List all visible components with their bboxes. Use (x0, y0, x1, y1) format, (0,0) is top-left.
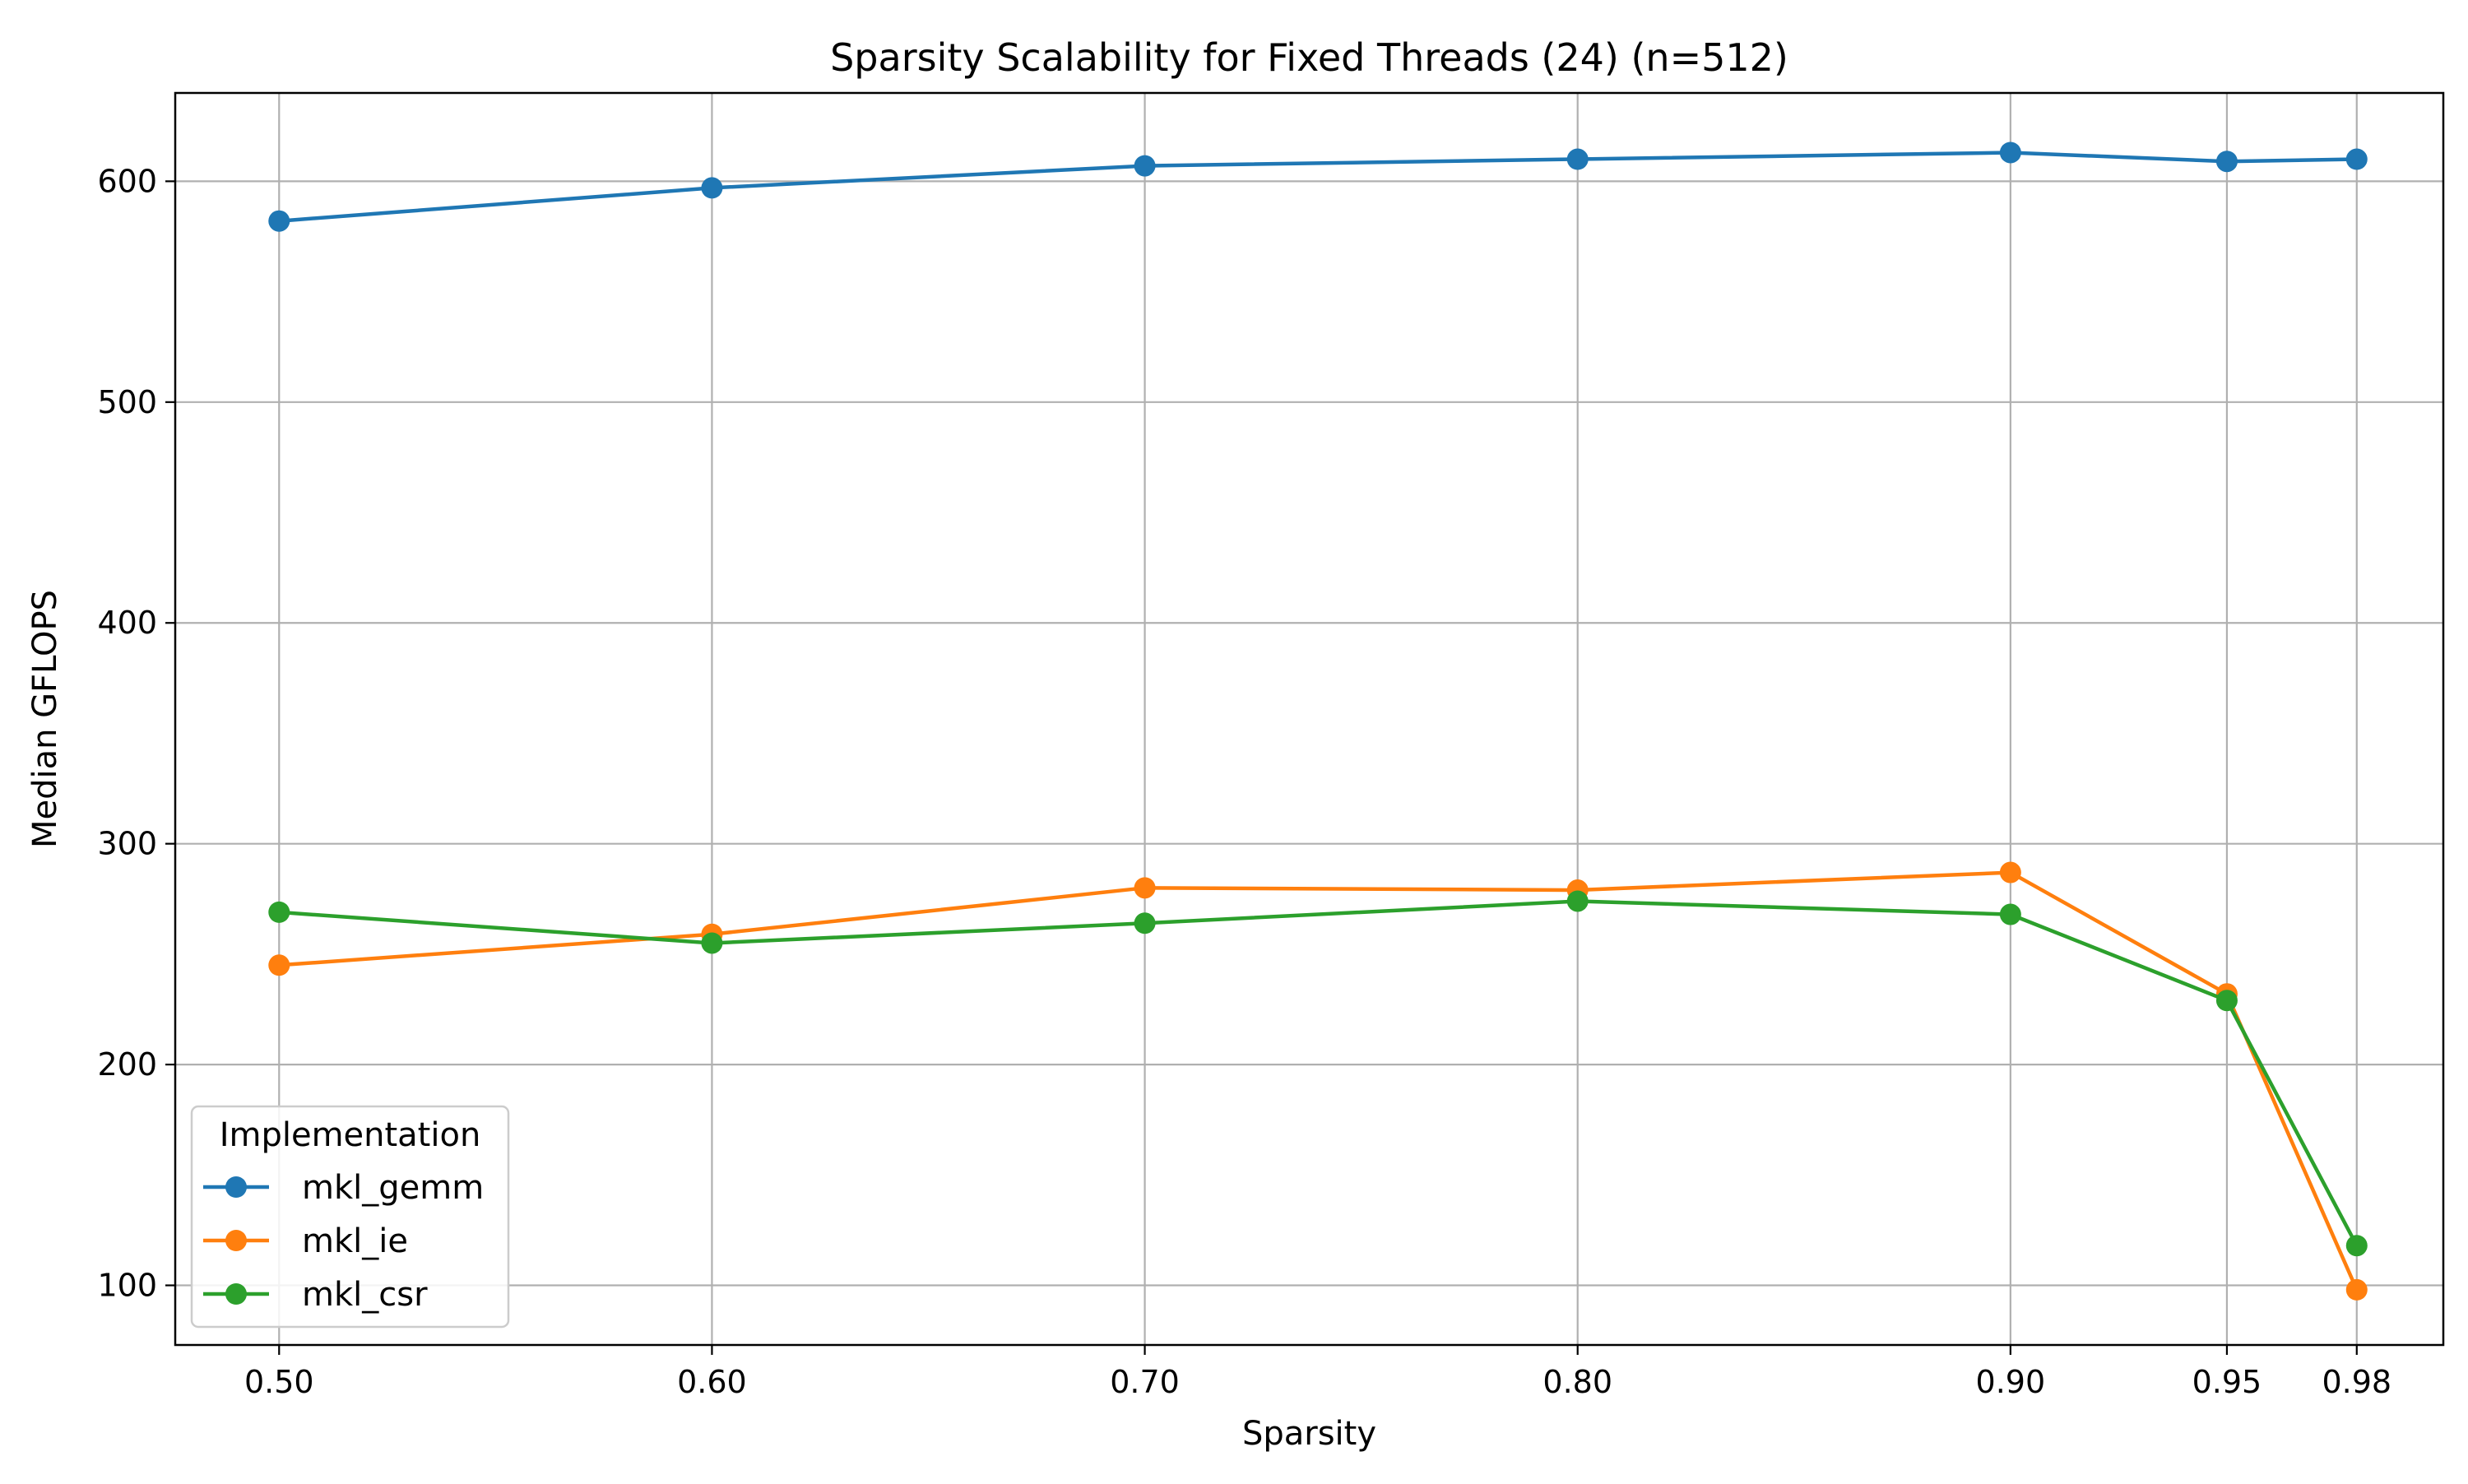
x-tick-label: 0.95 (2192, 1364, 2262, 1400)
y-tick-label: 300 (97, 826, 157, 862)
x-tick-label: 0.60 (677, 1364, 747, 1400)
data-point-mkl_gemm (2215, 151, 2238, 173)
axis-ticks: 0.50 0.60 0.70 0.80 0.90 0.95 0.98 100 200 300 400… (97, 163, 2391, 1400)
legend-label-mkl_csr: mkl_csr (302, 1276, 428, 1314)
x-tick-label: 0.70 (1110, 1364, 1180, 1400)
legend-swatch-marker (225, 1283, 247, 1305)
grid (175, 93, 2443, 1345)
plot-frame (174, 91, 2445, 1347)
chart-title: Sparsity Scalability for Fixed Threads (… (830, 35, 1788, 80)
legend-label-mkl_gemm: mkl_gemm (302, 1169, 484, 1207)
y-tick-label: 400 (97, 605, 157, 641)
data-point-mkl_ie (1134, 877, 1156, 899)
legend-swatch-marker (225, 1176, 247, 1198)
data-point-mkl_ie (1999, 861, 2021, 883)
legend-title: Implementation (220, 1116, 481, 1154)
data-point-mkl_csr (701, 932, 723, 954)
x-tick-label: 0.98 (2322, 1364, 2391, 1400)
series-layer (268, 141, 2368, 1301)
legend-box (190, 1105, 510, 1329)
y-tick-label: 500 (97, 384, 157, 420)
data-point-mkl_gemm (1566, 148, 1589, 170)
data-point-mkl_csr (1134, 912, 1156, 934)
data-point-mkl_gemm (1134, 155, 1156, 177)
data-point-mkl_gemm (1999, 141, 2021, 164)
data-point-mkl_csr (1566, 890, 1589, 912)
data-point-mkl_csr (1999, 903, 2021, 925)
x-tick-label: 0.50 (244, 1364, 314, 1400)
legend-label-mkl_ie: mkl_ie (302, 1222, 408, 1260)
data-point-mkl_gemm (2345, 148, 2368, 170)
x-axis-label: Sparsity (1242, 1415, 1376, 1453)
data-point-mkl_ie (2345, 1278, 2368, 1301)
x-tick-label: 0.80 (1542, 1364, 1612, 1400)
data-point-mkl_csr (2215, 990, 2238, 1012)
data-point-mkl_csr (2345, 1235, 2368, 1257)
y-tick-label: 200 (97, 1046, 157, 1083)
x-tick-label: 0.90 (1976, 1364, 2046, 1400)
data-point-mkl_gemm (701, 177, 723, 199)
data-point-mkl_gemm (268, 210, 290, 232)
data-point-mkl_ie (268, 954, 290, 976)
y-tick-label: 100 (97, 1268, 157, 1304)
y-tick-label: 600 (97, 163, 157, 199)
legend-swatch-marker (225, 1230, 247, 1251)
y-axis-label: Median GFLOPS (26, 590, 64, 848)
data-point-mkl_csr (268, 901, 290, 923)
legend: Implementation mkl_gemm mkl_ie mkl_csr (190, 1105, 510, 1329)
